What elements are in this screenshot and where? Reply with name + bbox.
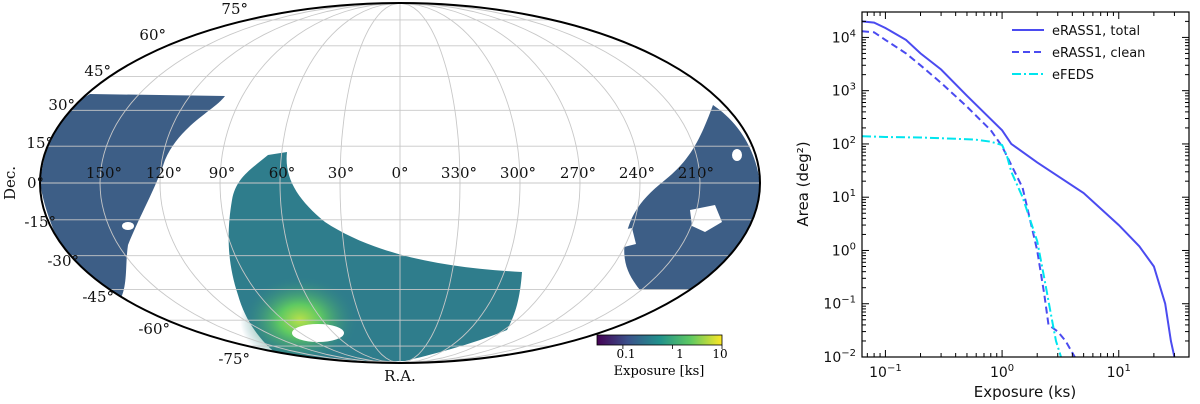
- dec-label: -30°: [47, 252, 79, 270]
- dec-label: 0°: [27, 174, 44, 192]
- legend-label: eFEDS: [1052, 68, 1094, 83]
- colorbar-tick-label: 0.1: [616, 347, 635, 361]
- map-boundary: [39, 2, 761, 364]
- graticule: [40, 3, 760, 363]
- legend-label: eRASS1, total: [1052, 24, 1140, 39]
- plot-frame: [861, 11, 1190, 358]
- series-line: [862, 135, 1062, 357]
- ra-label: 90°: [209, 164, 236, 182]
- ra-label: 270°: [560, 164, 596, 182]
- ra-labels: 150° 120° 90° 60° 30° 0° 330° 300° 270° …: [86, 164, 714, 182]
- tick-label: 103: [832, 82, 856, 100]
- series-line: [862, 20, 1176, 357]
- coverage-region-east: [624, 105, 760, 290]
- ra-label: 0°: [391, 164, 408, 182]
- tick-label: 100: [832, 241, 856, 259]
- map-xlabel: R.A.: [384, 367, 416, 385]
- dec-label: -75°: [218, 350, 250, 368]
- legend-label: eRASS1, clean: [1052, 46, 1145, 61]
- ra-label: 240°: [619, 164, 655, 182]
- coverage-hole: [690, 205, 722, 232]
- tick-label: 102: [832, 135, 856, 153]
- ra-label: 150°: [86, 164, 122, 182]
- dec-label: 45°: [84, 62, 111, 80]
- tick-label: 104: [832, 28, 856, 46]
- colorbar-ticks: [622, 345, 723, 349]
- tick-label: 101: [832, 188, 856, 206]
- coverage-region-west: [40, 94, 225, 300]
- ra-label: 300°: [500, 164, 536, 182]
- ra-label: 30°: [328, 164, 355, 182]
- sky-map: 150° 120° 90° 60° 30° 0° 330° 300° 270° …: [1, 0, 761, 385]
- dec-label: -15°: [24, 213, 56, 231]
- dec-label: 15°: [26, 134, 53, 152]
- ra-label: 60°: [269, 164, 296, 182]
- dec-label: -60°: [138, 320, 170, 338]
- plot-curves: [862, 20, 1176, 357]
- colorbar-label: Exposure [ks]: [614, 364, 705, 379]
- survey-coverage: [40, 94, 760, 363]
- ra-label: 210°: [678, 164, 714, 182]
- dec-label: 75°: [221, 0, 248, 18]
- dec-labels: 75° 60° 45° 30° 15° 0° -15° -30° -45° -6…: [24, 0, 250, 368]
- colorbar: 0.1 1 10 Exposure [ks]: [596, 334, 728, 379]
- plot-xlabel: Exposure (ks): [974, 383, 1076, 401]
- tick-label: 10−1: [823, 295, 856, 313]
- colorbar-gradient: [596, 334, 723, 346]
- colorbar-tick-label: 10: [712, 347, 727, 361]
- colorbar-tick-label: 1: [676, 347, 684, 361]
- tick-label: 10−2: [823, 348, 856, 366]
- tick-label: 100: [990, 363, 1014, 381]
- coverage-hole: [612, 228, 636, 248]
- legend: eRASS1, total eRASS1, clean eFEDS: [1012, 24, 1145, 83]
- ra-label: 330°: [441, 164, 477, 182]
- dec-label: 30°: [48, 96, 75, 114]
- series-line: [862, 30, 1076, 357]
- plot-ticks: [862, 11, 1190, 358]
- tick-label: 101: [1107, 363, 1131, 381]
- coverage-hole: [732, 149, 742, 161]
- dec-label: -45°: [82, 288, 114, 306]
- area-exposure-plot: 10−1 100 101 10−2 10−1 100 101 102 103 104 Exposu…: [794, 11, 1190, 401]
- map-ylabel: Dec.: [1, 166, 19, 200]
- ra-label: 120°: [146, 164, 182, 182]
- coverage-hole: [122, 222, 134, 230]
- coverage-hole: [292, 324, 344, 342]
- plot-ylabel: Area (deg²): [794, 141, 812, 226]
- dec-label: 60°: [139, 26, 166, 44]
- tick-label: 10−1: [869, 363, 902, 381]
- plot-tick-labels: 10−1 100 101 10−2 10−1 100 101 102 103 104: [823, 28, 1130, 381]
